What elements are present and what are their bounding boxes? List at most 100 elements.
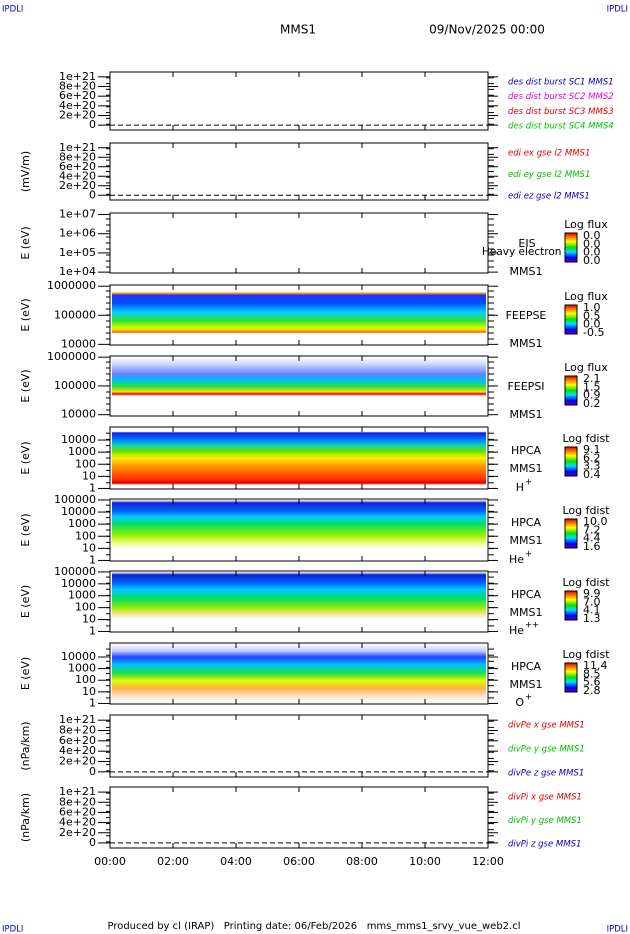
colorbar-tick-label: 3.3: [583, 460, 601, 473]
plot-frame: [109, 142, 489, 201]
y-tick-label: 1000: [68, 445, 96, 458]
colorbar-tick-label: 1.3: [583, 612, 601, 625]
y-tick-label: 4e+20: [59, 816, 96, 829]
colorbar-tick-label: 0.5: [583, 309, 601, 322]
colorbar-tick-label: 8.5: [583, 667, 601, 680]
y-tick-label: 10: [82, 613, 96, 626]
species: He: [509, 624, 524, 637]
x-tick-label: 04:00: [220, 855, 252, 868]
colorbar-tick-label: 0.2: [583, 397, 601, 410]
colorbar-tick-label: 0.0: [583, 318, 601, 331]
legend-entry: divPe y gse MMS1: [508, 745, 585, 755]
footer: Produced by cl (IRAP) Printing date: 06/…: [107, 921, 520, 932]
y-tick-label: 1e+21: [59, 785, 96, 798]
y-tick-label: 100000: [54, 379, 96, 392]
spectrogram: [112, 286, 486, 344]
y-tick-label: 1e+21: [59, 713, 96, 726]
y-tick-label: 6e+20: [59, 160, 96, 173]
colorbar: [564, 304, 578, 335]
legend-entry: divPe x gse MMS1: [508, 721, 585, 731]
colorbar: [564, 375, 578, 406]
legend-entry: divPi y gse MMS1: [508, 816, 582, 826]
colorbar-tick-label: 6.2: [583, 451, 601, 464]
y-tick-label: 4e+20: [59, 169, 96, 182]
legend-entry: divPi z gse MMS1: [508, 840, 581, 850]
y-tick-label: 8e+20: [59, 795, 96, 808]
colorbar-tick-label: 0.0: [583, 237, 601, 250]
y-tick-label: 1: [89, 481, 96, 494]
colorbar-tick-label: 1.6: [583, 540, 601, 553]
spectrogram: [112, 644, 486, 703]
legend-entry: edi ex gse l2 MMS1: [508, 149, 590, 159]
x-tick-label: 02:00: [157, 855, 189, 868]
y-tick-label: 10: [82, 469, 96, 482]
spacecraft: MMS1: [510, 408, 543, 421]
legend-entry: divPe z gse MMS1: [508, 769, 584, 779]
y-tick-label: 10000: [61, 650, 96, 663]
y-tick-label: 1: [89, 553, 96, 566]
x-tick-label: 12:00: [472, 855, 504, 868]
spectrogram: [112, 572, 486, 631]
corner-label: IPDLI: [607, 925, 628, 934]
instrument: FEEPSE: [506, 309, 547, 322]
y-tick-label: 100000: [54, 308, 96, 321]
y-tick-label: 10: [82, 541, 96, 554]
colorbar-title: Log fdist: [562, 432, 610, 445]
legend-entry: edi ez gse l2 MMS1: [508, 192, 590, 202]
instrument: HPCA: [511, 516, 542, 529]
y-tick-label: 0: [89, 836, 96, 849]
y-tick-label: 1e+07: [59, 208, 96, 221]
plot-frame: [109, 786, 489, 849]
colorbar-title: Log fdist: [562, 648, 610, 661]
instrument: FEEPSI: [507, 380, 544, 393]
y-axis-label: E (eV): [19, 369, 32, 402]
colorbar-tick-label: 4.4: [583, 532, 601, 545]
y-tick-label: 10000: [61, 408, 96, 421]
colorbar-tick-label: 0.0: [583, 229, 601, 242]
instrument: HPCA: [511, 660, 542, 673]
y-tick-label: 4e+20: [59, 99, 96, 112]
y-tick-label: 100: [75, 457, 96, 470]
colorbar-tick-label: 7.0: [583, 595, 601, 608]
colorbar-tick-label: 0.4: [583, 468, 601, 481]
species-charge: +: [525, 478, 532, 488]
colorbar-tick-label: 9.1: [583, 443, 601, 456]
y-tick-label: 1000: [68, 589, 96, 602]
colorbar-tick-label: 7.2: [583, 523, 601, 536]
species-charge: +: [525, 550, 532, 560]
date: 09/Nov/2025 00:00: [429, 23, 545, 37]
y-tick-label: 8e+20: [59, 150, 96, 163]
x-tick-label: 08:00: [346, 855, 378, 868]
y-tick-label: 2e+20: [59, 179, 96, 192]
x-tick-label: 10:00: [409, 855, 441, 868]
y-tick-label: 6e+20: [59, 805, 96, 818]
y-tick-label: 100000: [54, 493, 96, 506]
colorbar-title: Log fdist: [562, 504, 610, 517]
colorbar: [564, 662, 578, 693]
annotation: Heavy electron to: [482, 246, 575, 258]
spacecraft: MMS1: [510, 462, 543, 475]
y-tick-label: 100: [75, 601, 96, 614]
legend-entry: divPi x gse MMS1: [508, 793, 582, 803]
y-tick-label: 1000000: [47, 350, 96, 363]
x-tick-label: 00:00: [94, 855, 126, 868]
colorbar-tick-label: 2.1: [583, 372, 601, 385]
y-axis-label: (nPa/km): [19, 721, 32, 770]
colorbar-tick-label: 11.4: [583, 659, 608, 672]
y-tick-label: 6e+20: [59, 89, 96, 102]
colorbar-title: Log fdist: [562, 576, 610, 589]
colorbar: [564, 590, 578, 621]
colorbar-tick-label: 1.0: [583, 301, 601, 314]
y-tick-label: 100: [75, 529, 96, 542]
y-tick-label: 0: [89, 118, 96, 131]
colorbar-tick-label: 1.5: [583, 380, 601, 393]
y-tick-label: 1000: [68, 517, 96, 530]
legend-entry: des dist burst SC3 MMS3: [508, 107, 614, 117]
legend-entry: des dist burst SC1 MMS1: [508, 78, 614, 88]
y-tick-label: 8e+20: [59, 724, 96, 737]
spacecraft: MMS1: [510, 678, 543, 691]
spacecraft: MMS1: [510, 337, 543, 350]
y-tick-label: 1e+05: [59, 246, 96, 259]
y-tick-label: 1000: [68, 662, 96, 675]
